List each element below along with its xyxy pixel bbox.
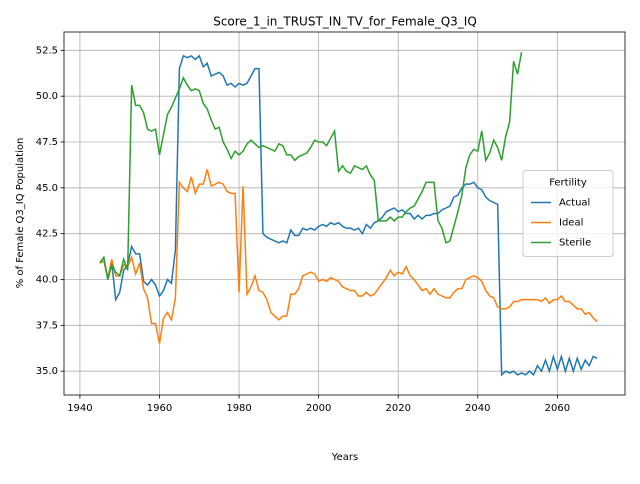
y-tick-label: 52.5 bbox=[36, 45, 58, 56]
legend: Fertility Actual Ideal Sterile bbox=[522, 170, 614, 257]
y-axis-label: % of Female Q3_IQ Population bbox=[15, 138, 26, 289]
y-tick-label: 47.5 bbox=[36, 137, 58, 148]
y-tick-label: 37.5 bbox=[36, 320, 58, 331]
legend-label: Sterile bbox=[559, 238, 591, 249]
legend-box bbox=[522, 170, 614, 257]
legend-title: Fertility bbox=[549, 178, 587, 189]
series-line bbox=[99, 169, 598, 344]
series-line bbox=[99, 52, 523, 280]
series-line bbox=[99, 54, 598, 377]
x-tick-label: 1940 bbox=[67, 403, 92, 414]
y-tick-label: 42.5 bbox=[36, 229, 58, 240]
legend-label: Actual bbox=[559, 198, 590, 209]
y-tick-label: 35.0 bbox=[36, 366, 58, 377]
y-tick-label: 50.0 bbox=[36, 91, 58, 102]
y-tick-label: 40.0 bbox=[36, 275, 58, 286]
legend-label: Ideal bbox=[559, 218, 583, 229]
x-tick-label: 2020 bbox=[385, 403, 410, 414]
x-tick-label: 1980 bbox=[226, 403, 251, 414]
x-tick-label: 2060 bbox=[545, 403, 570, 414]
plot-frame bbox=[63, 31, 626, 396]
y-tick-label: 45.0 bbox=[36, 183, 58, 194]
x-tick-label: 1960 bbox=[147, 403, 172, 414]
x-tick-label: 2000 bbox=[306, 403, 331, 414]
x-tick-label: 2040 bbox=[465, 403, 490, 414]
chart-title: Score_1_in_TRUST_IN_TV_for_Female_Q3_IQ bbox=[213, 15, 477, 29]
x-axis-label: Years bbox=[331, 452, 358, 463]
